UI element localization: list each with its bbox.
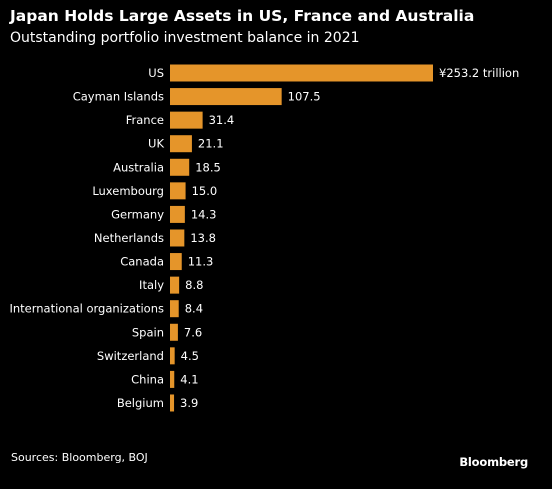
bar-international-organizations: [170, 300, 179, 318]
category-label: Netherlands: [94, 231, 164, 245]
bar-us: [170, 64, 433, 82]
bloomberg-logo: Bloomberg: [459, 455, 528, 469]
category-label: Italy: [139, 278, 164, 292]
source-note: Sources: Bloomberg, BOJ: [11, 451, 148, 464]
value-label: 3.9: [180, 396, 198, 410]
value-label: 7.6: [184, 325, 202, 339]
value-label: 13.8: [190, 231, 216, 245]
category-label: China: [131, 372, 164, 386]
value-label: 107.5: [288, 90, 321, 104]
bar-canada: [170, 253, 182, 271]
value-label: 18.5: [195, 160, 221, 174]
bar-china: [170, 370, 175, 388]
value-label: 4.5: [181, 349, 199, 363]
bar-belgium: [170, 394, 175, 412]
bar-australia: [170, 158, 190, 176]
bar-spain: [170, 323, 178, 341]
chart-title: Japan Holds Large Assets in US, France a…: [10, 7, 475, 25]
bar-luxembourg: [170, 182, 186, 200]
value-label: 11.3: [188, 255, 214, 269]
value-label: 21.1: [198, 137, 224, 151]
bar-cayman-islands: [170, 88, 282, 106]
category-label: Germany: [111, 207, 164, 221]
bar-switzerland: [170, 347, 175, 365]
value-label: 8.4: [185, 302, 203, 316]
category-label: International organizations: [9, 302, 164, 316]
category-label: Cayman Islands: [73, 90, 164, 104]
bar-italy: [170, 276, 180, 294]
chart-subtitle: Outstanding portfolio investment balance…: [10, 30, 360, 46]
category-label: Australia: [113, 160, 164, 174]
bar-germany: [170, 205, 185, 223]
category-label: Luxembourg: [92, 184, 164, 198]
category-label: Switzerland: [97, 349, 164, 363]
category-label: Spain: [132, 325, 164, 339]
value-label: 14.3: [191, 207, 217, 221]
category-label: UK: [148, 137, 164, 151]
bar-france: [170, 111, 203, 129]
value-label: ¥253.2 trillion: [439, 66, 519, 80]
category-label: Canada: [120, 255, 164, 269]
category-label: Belgium: [117, 396, 164, 410]
value-label: 8.8: [185, 278, 203, 292]
bar-netherlands: [170, 229, 185, 247]
bar-uk: [170, 135, 192, 153]
category-label: US: [148, 66, 164, 80]
value-label: 4.1: [180, 372, 198, 386]
value-label: 31.4: [209, 113, 235, 127]
category-label: France: [126, 113, 164, 127]
value-label: 15.0: [192, 184, 218, 198]
